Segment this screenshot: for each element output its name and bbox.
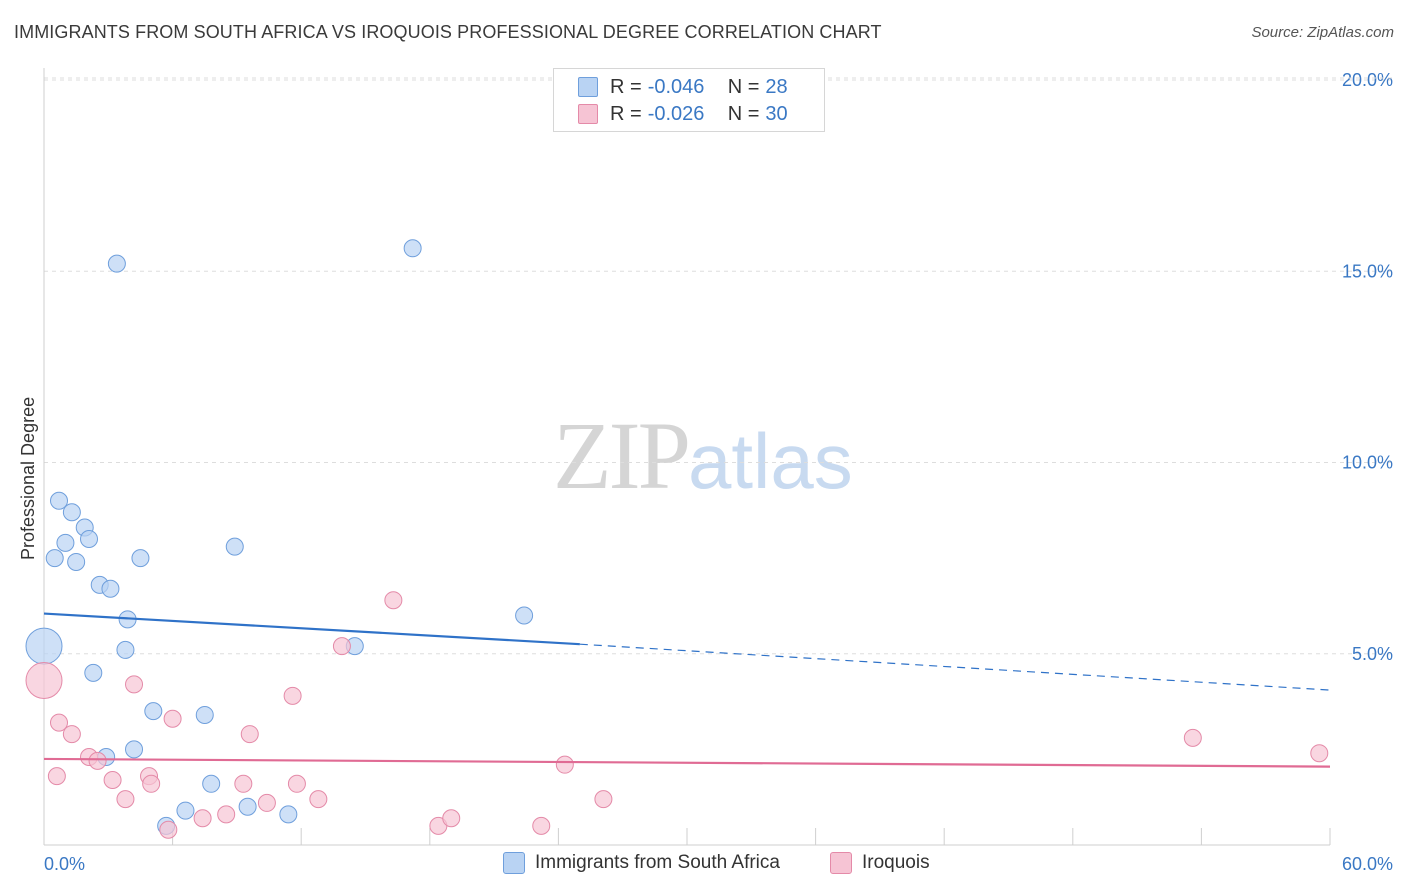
- legend-swatch-blue: [578, 77, 598, 97]
- data-point-iroquois: [159, 820, 178, 839]
- data-point-iroquois: [25, 662, 63, 700]
- legend-n-value: 30: [765, 102, 788, 125]
- data-point-south-africa: [116, 640, 135, 659]
- y-axis-label: Professional Degree: [18, 396, 38, 560]
- data-point-iroquois: [594, 790, 613, 809]
- watermark-zip: ZIP: [553, 402, 691, 509]
- data-point-iroquois: [309, 790, 328, 809]
- data-point-south-africa: [125, 740, 144, 759]
- stats-legend: R = -0.046 N = 28 R = -0.026 N = 30: [553, 68, 825, 132]
- data-point-iroquois: [555, 755, 574, 774]
- data-point-south-africa: [279, 805, 298, 824]
- data-point-iroquois: [234, 774, 253, 793]
- data-point-iroquois: [1183, 728, 1202, 747]
- legend-swatch-blue: [503, 852, 525, 874]
- data-point-south-africa: [515, 606, 534, 625]
- data-point-iroquois: [287, 774, 306, 793]
- legend-item-south-africa: Immigrants from South Africa: [503, 852, 780, 874]
- legend-item-iroquois: Iroquois: [830, 852, 930, 874]
- data-point-iroquois: [116, 790, 135, 809]
- data-point-south-africa: [56, 533, 75, 552]
- data-point-south-africa: [225, 537, 244, 556]
- data-point-iroquois: [1310, 744, 1329, 763]
- data-point-iroquois: [62, 725, 81, 744]
- data-point-iroquois: [332, 637, 351, 656]
- legend-swatch-pink: [830, 852, 852, 874]
- data-point-iroquois: [193, 809, 212, 828]
- legend-label-south-africa: Immigrants from South Africa: [535, 852, 780, 873]
- data-point-iroquois: [163, 709, 182, 728]
- data-point-south-africa: [131, 549, 150, 568]
- chart-title: IMMIGRANTS FROM SOUTH AFRICA VS IROQUOIS…: [14, 22, 882, 42]
- legend-n-label: N =: [727, 102, 760, 125]
- data-point-south-africa: [176, 801, 195, 820]
- data-point-south-africa: [45, 549, 64, 568]
- legend-r-value: -0.046: [647, 75, 705, 98]
- data-point-iroquois: [217, 805, 236, 824]
- legend-r-label: R =: [610, 102, 642, 125]
- data-point-south-africa: [25, 627, 63, 665]
- x-tick-label: 60.0%: [1342, 854, 1393, 874]
- trend-line-iroquois: [43, 757, 1331, 768]
- data-point-iroquois: [142, 774, 161, 793]
- y-tick-label: 10.0%: [1342, 453, 1393, 473]
- data-point-south-africa: [84, 663, 103, 682]
- legend-r-label: R =: [610, 75, 642, 98]
- x-tick-label: 0.0%: [44, 854, 85, 874]
- data-point-south-africa: [107, 254, 126, 273]
- data-point-south-africa: [101, 579, 120, 598]
- data-point-south-africa: [195, 705, 214, 724]
- data-point-iroquois: [240, 725, 259, 744]
- y-tick-label: 15.0%: [1342, 261, 1393, 281]
- trend-line-south-africa: [43, 612, 580, 646]
- legend-r-value: -0.026: [647, 102, 705, 125]
- data-point-south-africa: [238, 797, 257, 816]
- legend-n-value: 28: [765, 75, 788, 98]
- data-point-iroquois: [47, 767, 66, 786]
- data-point-iroquois: [103, 770, 122, 789]
- data-point-iroquois: [384, 591, 403, 610]
- data-point-iroquois: [442, 809, 461, 828]
- data-point-south-africa: [80, 530, 99, 548]
- data-point-iroquois: [283, 686, 302, 705]
- data-point-south-africa: [50, 491, 69, 510]
- data-point-south-africa: [403, 239, 422, 258]
- data-point-iroquois: [50, 713, 69, 732]
- legend-row-iroquois: R = -0.026 N = 30: [578, 101, 788, 127]
- data-point-iroquois: [532, 816, 551, 835]
- y-tick-label: 20.0%: [1342, 70, 1393, 90]
- data-point-south-africa: [62, 503, 81, 522]
- data-point-south-africa: [67, 552, 86, 571]
- legend-label-iroquois: Iroquois: [862, 852, 930, 873]
- trend-line-extension-south-africa: [579, 643, 1331, 691]
- data-point-south-africa: [202, 774, 221, 793]
- data-point-south-africa: [144, 702, 163, 721]
- legend-n-label: N =: [727, 75, 760, 98]
- y-tick-label: 5.0%: [1352, 644, 1393, 664]
- legend-swatch-pink: [578, 104, 598, 124]
- legend-row-south-africa: R = -0.046 N = 28: [578, 74, 788, 100]
- watermark: ZIPatlas: [553, 400, 853, 511]
- data-point-iroquois: [257, 793, 276, 812]
- data-point-iroquois: [88, 751, 107, 770]
- source-label: Source: ZipAtlas.com: [1251, 24, 1394, 41]
- watermark-atlas: atlas: [688, 417, 853, 505]
- data-point-iroquois: [125, 675, 144, 694]
